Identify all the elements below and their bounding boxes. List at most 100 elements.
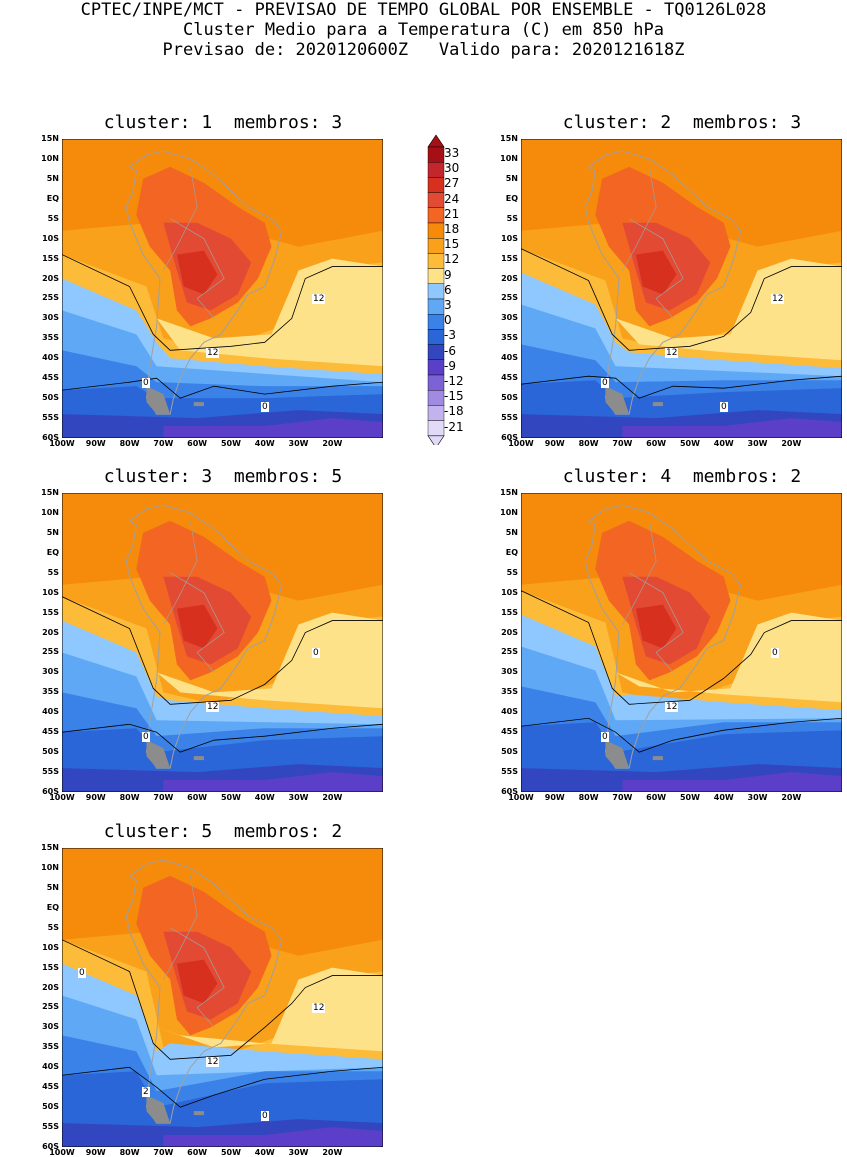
colorbar: 33 30 27 24 21 18 15 12 9 6 3 0 -3 -6 -9 -12 -15 -18 -21 (426, 133, 486, 449)
contour-label: 0 (771, 648, 779, 658)
lat-tick-label: 50S (42, 1102, 59, 1112)
lat-tick-label: 20S (501, 627, 518, 637)
lat-tick-label: 25S (42, 647, 59, 657)
map-panel-4: 12 0 0 15N 10N 5N EQ 5S 10S 15S 20S 25S 30S 35S 40S 45S… (500, 488, 842, 802)
lat-tick-label: 55S (42, 413, 59, 423)
lon-tick-label: 90W (85, 793, 106, 802)
colorbar-label: 0 (444, 313, 452, 328)
header-line-1: CPTEC/INPE/MCT - PREVISAO DE TEMPO GLOBA… (80, 0, 767, 20)
lon-tick-label: 50W (679, 793, 700, 802)
lat-tick-label: 60S (501, 433, 518, 442)
lat-tick-label: 15N (41, 134, 59, 143)
lat-tick-label: 15S (501, 607, 518, 617)
lat-tick-label: 50S (42, 747, 59, 757)
contour-label: 0 (601, 378, 609, 388)
contour-label: 12 (665, 348, 679, 358)
lat-tick-label: 10N (41, 153, 59, 163)
lat-tick-label: 40S (42, 353, 59, 363)
lat-tick-label: 15S (501, 253, 518, 263)
lat-tick-label: 40S (501, 707, 518, 717)
lat-tick-label: EQ (505, 547, 518, 557)
lat-tick-label: 5S (47, 213, 59, 223)
colorbar-label: 24 (444, 191, 460, 206)
lon-tick-label: 70W (153, 1148, 174, 1157)
lat-tick-label: 5S (47, 567, 59, 577)
lon-tick-label: 60W (646, 439, 667, 448)
lon-tick-label: 60W (646, 793, 667, 802)
lat-tick-label: 10N (41, 862, 59, 872)
lat-tick-label: 10N (500, 507, 518, 517)
lat-tick-label: 45S (501, 373, 518, 383)
lat-tick-label: 5N (505, 173, 518, 183)
lat-tick-label: 55S (42, 1122, 59, 1132)
lon-tick-label: 90W (544, 793, 565, 802)
colorbar-label: 3 (444, 298, 452, 312)
map-panel-5: 12 12 2 0 0 15N 10N 5N EQ 5S 10S 15S 20S 25S 30S 35S 40S… (41, 843, 383, 1157)
lat-tick-label: 5N (46, 173, 59, 183)
contour-label: 0 (312, 648, 320, 658)
colorbar-label: 33 (444, 146, 460, 160)
lat-tick-label: 45S (42, 373, 59, 383)
lon-tick-label: 90W (544, 439, 565, 448)
lat-tick-label: 40S (42, 1062, 59, 1072)
lat-tick-label: 25S (42, 293, 59, 303)
colorbar-label: 12 (444, 252, 460, 267)
lat-tick-label: 50S (42, 393, 59, 403)
colorbar-label: 18 (444, 222, 460, 236)
lon-tick-label: 40W (713, 793, 734, 802)
lon-tick-label: 20W (781, 439, 802, 448)
lon-tick-label: 60W (187, 439, 208, 448)
contour-label: 0 (142, 732, 150, 742)
colorbar-label: 21 (444, 206, 460, 221)
lat-tick-label: 25S (501, 647, 518, 657)
colorbar-label: -15 (444, 389, 464, 404)
lat-tick-label: 40S (42, 707, 59, 717)
lon-tick-label: 80W (119, 793, 140, 802)
lat-tick-label: 10S (501, 233, 518, 243)
contour-label: 0 (142, 378, 150, 388)
lat-tick-label: EQ (46, 547, 59, 557)
lat-tick-label: 10S (501, 587, 518, 597)
lon-tick-label: 80W (119, 1148, 140, 1157)
colorbar-label: 9 (444, 267, 452, 282)
lon-tick-label: 100W (49, 439, 75, 448)
lon-tick-label: 20W (322, 793, 343, 802)
contour-label: 12 (771, 294, 785, 304)
map-panel-1: 12 12 0 0 15N 10N 5N EQ 5S 10S 15S 20S 25S 30S 35S 40S 4… (41, 134, 383, 448)
lat-tick-label: 5N (505, 527, 518, 537)
contour-label: 0 (78, 968, 86, 978)
lat-tick-label: 30S (42, 667, 59, 677)
lat-tick-label: 15N (500, 134, 518, 143)
header-line-3: Previsao de: 2020120600Z Valido para: 20… (162, 40, 685, 60)
lon-tick-label: 80W (119, 439, 140, 448)
lon-tick-label: 70W (612, 793, 633, 802)
lat-tick-label: 10S (42, 233, 59, 243)
lat-tick-label: 20S (42, 982, 59, 992)
lat-tick-label: 25S (501, 293, 518, 303)
lon-tick-label: 60W (187, 793, 208, 802)
panel-title: cluster: 1 membros: 3 (103, 112, 343, 133)
lon-tick-label: 40W (254, 793, 275, 802)
lat-tick-label: 35S (501, 333, 518, 343)
lat-tick-label: 40S (501, 353, 518, 363)
lat-tick-label: 15N (41, 843, 59, 852)
map-panel-3: 12 0 0 15N 10N 5N EQ 5S 10S 15S 20S 25S 30S 35S 40S 45S… (41, 488, 383, 802)
lon-tick-label: 90W (85, 1148, 106, 1157)
lat-tick-label: 5S (506, 567, 518, 577)
lat-tick-label: 5S (506, 213, 518, 223)
colorbar-label: -12 (444, 374, 464, 388)
lat-tick-label: 55S (42, 767, 59, 777)
lat-tick-label: 60S (501, 787, 518, 796)
lat-tick-label: 30S (42, 313, 59, 323)
lon-tick-label: 20W (781, 793, 802, 802)
lon-tick-label: 100W (508, 439, 534, 448)
lon-tick-label: 40W (713, 439, 734, 448)
lon-tick-label: 30W (288, 1148, 309, 1157)
colorbar-label: 30 (444, 161, 460, 176)
lat-tick-label: 50S (501, 393, 518, 403)
lat-tick-label: 60S (42, 1142, 59, 1151)
lon-tick-label: 80W (578, 793, 599, 802)
lat-tick-label: 60S (42, 787, 59, 796)
contour-label: 0 (720, 402, 728, 412)
lon-tick-label: 50W (679, 439, 700, 448)
